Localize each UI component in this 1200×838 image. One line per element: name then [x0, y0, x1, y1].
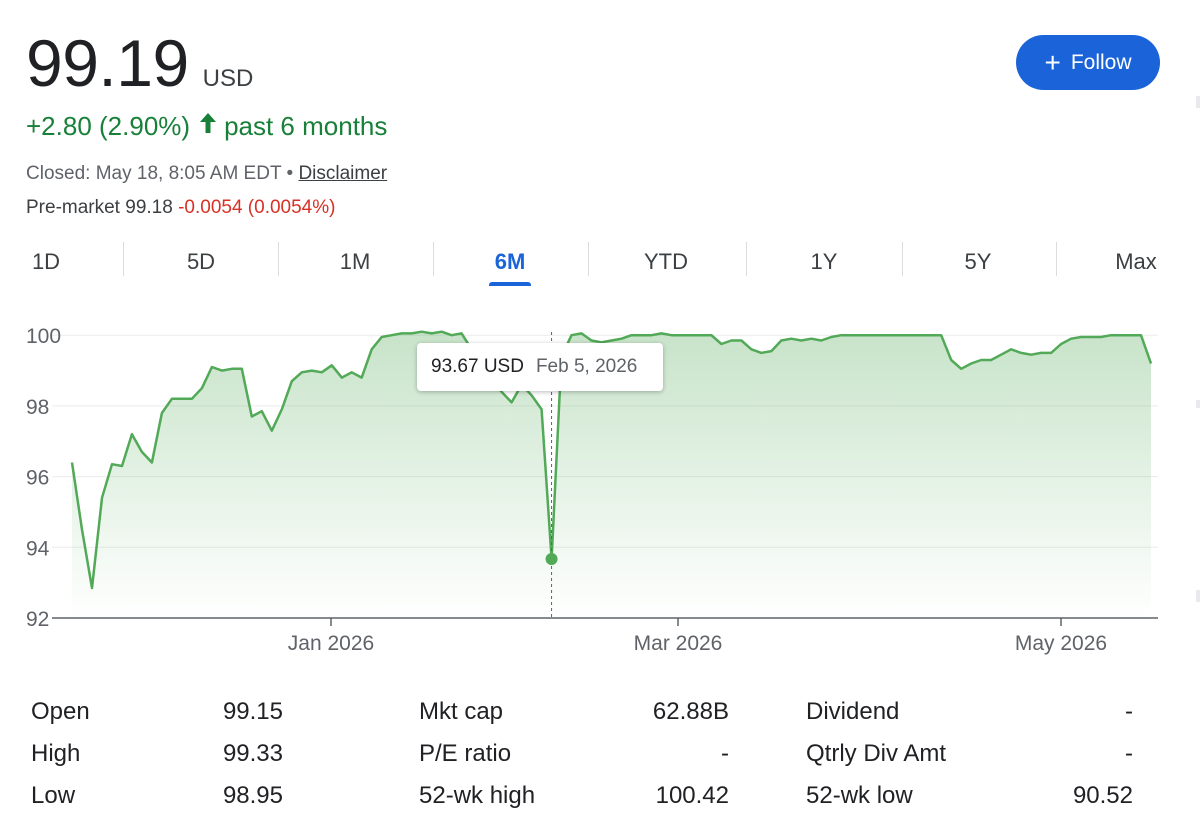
y-tick-label: 94	[26, 537, 50, 560]
range-tab-label: Max	[1115, 249, 1157, 274]
stat-label: Qtrly Div Amt	[806, 740, 947, 767]
hover-point	[545, 552, 558, 565]
x-tick-label: May 2026	[1015, 632, 1107, 655]
stat-label: Low	[31, 782, 76, 809]
range-divider	[902, 242, 903, 276]
stat-label: Open	[31, 698, 90, 725]
tooltip-value: 93.67 USD	[431, 356, 524, 377]
range-tab-max[interactable]: Max	[1096, 238, 1176, 286]
area-fill	[72, 331, 1151, 618]
range-tab-6m[interactable]: 6M	[470, 238, 550, 286]
range-selector: 1D 5D 1M 6M YTD 1Y 5Y Max	[0, 238, 1200, 288]
stat-value: 90.52	[1072, 782, 1133, 809]
range-tab-label: 5Y	[964, 249, 992, 274]
edge-decoration	[1196, 590, 1200, 602]
range-divider	[1056, 242, 1057, 276]
stat-value: -	[1125, 698, 1133, 725]
price-line	[70, 330, 1153, 590]
range-divider	[278, 242, 279, 276]
y-tick-label: 96	[26, 467, 49, 490]
x-tick-label: Jan 2026	[288, 632, 374, 655]
stat-value: -	[721, 740, 729, 767]
y-tick-label: 100	[26, 325, 61, 348]
y-tick-label: 92	[26, 608, 49, 631]
range-tab-1d[interactable]: 1D	[6, 238, 86, 286]
arrow-up-icon	[198, 112, 218, 141]
y-tick-label: 98	[26, 396, 49, 419]
edge-decoration	[1196, 96, 1200, 108]
price-chart: 100 98 96 94 92 Jan 2026 Mar 2026 May 2026	[0, 300, 1200, 670]
change-value: +2.80 (2.90%)	[26, 111, 191, 141]
premarket-price: 99.18	[125, 197, 173, 218]
range-tab-label: 1D	[31, 249, 61, 274]
follow-button-label: Follow	[1070, 50, 1132, 74]
price-change: +2.80 (2.90%) past 6 months	[26, 111, 387, 142]
range-divider	[433, 242, 434, 276]
closed-status: Closed: May 18, 8:05 AM EDT • Disclaimer	[26, 163, 387, 185]
range-tab-1y[interactable]: 1Y	[784, 238, 864, 286]
stat-label: High	[31, 740, 81, 767]
plus-icon: +	[1044, 46, 1061, 78]
range-tab-label: 5D	[186, 249, 216, 274]
tooltip-date: Feb 5, 2026	[535, 356, 638, 377]
price-header: 99.19 USD	[26, 30, 253, 96]
range-tab-ytd[interactable]: YTD	[626, 238, 706, 286]
range-tab-label: 1M	[339, 249, 371, 274]
currency-label: USD	[202, 65, 254, 92]
stat-label: 52-wk high	[419, 782, 536, 809]
closed-text: Closed: May 18, 8:05 AM EDT	[26, 163, 282, 184]
stat-value: 99.33	[222, 740, 283, 767]
stats-table: Open 99.15 High 99.33 Low 98.95 Mkt cap 62.88B P…	[0, 690, 1200, 820]
follow-button[interactable]: + Follow	[1016, 35, 1160, 90]
stat-value: 99.15	[222, 698, 283, 725]
chart-svg: 100 98 96 94 92 Jan 2026 Mar 2026 May 2026	[26, 325, 1158, 655]
stat-label: 52-wk low	[806, 782, 913, 809]
stat-label: Mkt cap	[419, 698, 504, 725]
active-tab-indicator	[489, 282, 531, 286]
range-tab-label: 1Y	[810, 249, 838, 274]
stat-value: 98.95	[222, 782, 283, 809]
premarket-change: -0.0054 (0.0054%)	[178, 197, 336, 218]
range-divider	[588, 242, 589, 276]
chart-tooltip: 93.67 USD Feb 5, 2026	[417, 343, 663, 391]
range-tab-1m[interactable]: 1M	[315, 238, 395, 286]
range-tab-label: YTD	[644, 249, 688, 274]
edge-decoration	[1196, 400, 1200, 408]
disclaimer-link[interactable]: Disclaimer	[298, 163, 388, 184]
stat-label: P/E ratio	[419, 740, 512, 767]
stat-value: 100.42	[655, 782, 729, 809]
range-tab-5d[interactable]: 5D	[161, 238, 241, 286]
stat-label: Dividend	[806, 698, 900, 725]
stat-value: 62.88B	[652, 698, 729, 725]
range-divider	[123, 242, 124, 276]
range-tab-label: 6M	[494, 249, 526, 274]
change-period: past 6 months	[224, 111, 388, 141]
x-tick-label: Mar 2026	[634, 632, 723, 655]
premarket-label: Pre-market	[26, 197, 120, 218]
stat-value: -	[1125, 740, 1133, 767]
separator-dot: •	[286, 163, 294, 184]
range-tab-5y[interactable]: 5Y	[938, 238, 1018, 286]
current-price: 99.19	[26, 26, 189, 100]
range-divider	[746, 242, 747, 276]
premarket-status: Pre-market 99.18 -0.0054 (0.0054%)	[26, 197, 335, 219]
